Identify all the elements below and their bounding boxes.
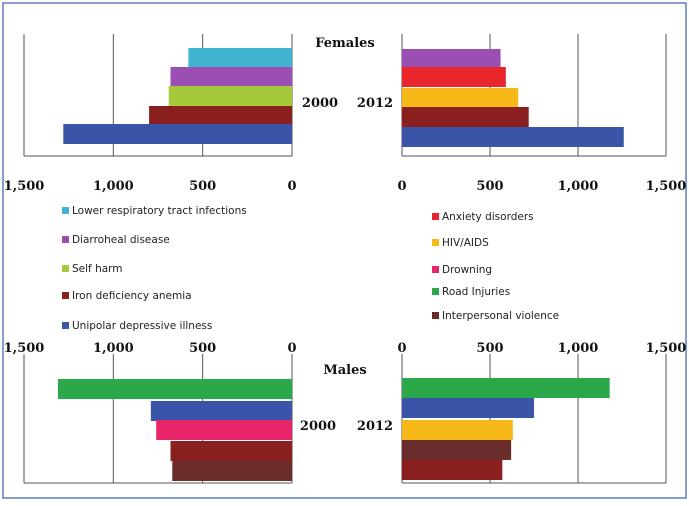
bar <box>402 107 529 127</box>
legend-label: HIV/AIDS <box>442 237 489 249</box>
legend-swatch <box>62 322 69 329</box>
bar <box>168 86 292 106</box>
x-tick-label: 500 <box>476 179 503 194</box>
legend-swatch <box>432 213 439 220</box>
year-label: 2012 <box>357 419 393 434</box>
x-tick-label: 0 <box>397 341 406 356</box>
legend-left: Lower respiratory tract infections Diarro… <box>62 205 247 332</box>
legend-item: Iron deficiency anemia <box>62 290 192 302</box>
legend-swatch <box>62 265 69 272</box>
bar <box>402 127 624 147</box>
legend-item: Interpersonal violence <box>432 310 559 322</box>
legend-item: Lower respiratory tract infections <box>62 205 247 217</box>
legend-item: Drowning <box>432 264 492 276</box>
x-tick-label: 500 <box>189 341 216 356</box>
bar <box>402 460 503 480</box>
legend-item: HIV/AIDS <box>432 237 489 249</box>
x-tick-label: 1,000 <box>558 179 599 194</box>
legend-swatch <box>432 288 439 295</box>
bar <box>402 49 501 69</box>
x-tick-label: 1,000 <box>558 341 599 356</box>
bar <box>149 106 292 126</box>
bar <box>57 379 292 399</box>
legend-swatch <box>62 207 69 214</box>
bar <box>156 420 292 440</box>
legend-label: Drowning <box>442 264 492 276</box>
frame-border <box>2 2 687 499</box>
year-label: 2000 <box>302 96 338 111</box>
bar <box>188 48 292 68</box>
panel-females-2012: 0 500 1,000 1,500 2012 <box>357 34 686 194</box>
legend-label: Anxiety disorders <box>442 211 534 223</box>
legend-label: Self harm <box>72 263 123 275</box>
panel-males-2000: 1,500 1,000 500 0 Males 2000 <box>4 341 367 484</box>
year-label: 2012 <box>357 96 393 111</box>
x-tick-label: 500 <box>476 341 503 356</box>
x-tick-label: 0 <box>287 179 296 194</box>
legend-label: Unipolar depressive illness <box>72 320 212 332</box>
legend-label: Road Injuries <box>442 286 510 298</box>
bar <box>63 124 292 144</box>
chart-panels: 1,500 1,000 500 0 Females 2000 0 500 1,000 1,500 2… <box>4 34 687 484</box>
legend-label: Iron deficiency anemia <box>72 290 192 302</box>
panel-males-2012: 0 500 1,000 1,500 2012 <box>357 341 687 484</box>
x-tick-label: 500 <box>189 179 216 194</box>
x-tick-label: 1,000 <box>93 341 134 356</box>
legend-item: Diarroheal disease <box>62 234 170 246</box>
x-tick-label: 0 <box>287 341 296 356</box>
bar <box>402 420 513 440</box>
legend-label: Diarroheal disease <box>72 234 170 246</box>
panel-females-2000: 1,500 1,000 500 0 Females 2000 <box>4 34 375 194</box>
legend-swatch <box>432 266 439 273</box>
x-tick-label: 1,500 <box>646 341 687 356</box>
legend-swatch <box>432 239 439 246</box>
legend-swatch <box>432 312 439 319</box>
legend-right: Anxiety disorders HIV/AIDS Drowning Road In… <box>432 211 559 322</box>
legend-label: Interpersonal violence <box>442 310 559 322</box>
legend-item: Road Injuries <box>432 286 510 298</box>
legend-item: Anxiety disorders <box>432 211 534 223</box>
x-tick-label: 1,000 <box>93 179 134 194</box>
x-tick-label: 1,500 <box>4 179 45 194</box>
x-tick-label: 1,500 <box>4 341 45 356</box>
x-tick-label: 0 <box>397 179 406 194</box>
legend-item: Self harm <box>62 263 123 275</box>
bar <box>402 88 519 108</box>
legend-swatch <box>62 292 69 299</box>
bar <box>402 398 534 418</box>
year-label: 2000 <box>300 419 336 434</box>
panel-title: Males <box>323 363 366 378</box>
legend-item: Unipolar depressive illness <box>62 320 212 332</box>
panel-title: Females <box>315 36 375 51</box>
bar <box>402 67 506 87</box>
bar <box>172 461 292 481</box>
bar <box>402 378 610 398</box>
bar <box>170 441 292 461</box>
legend-label: Lower respiratory tract infections <box>72 205 247 217</box>
legend-swatch <box>62 236 69 243</box>
bar <box>150 401 292 421</box>
x-tick-label: 1,500 <box>646 179 687 194</box>
bar <box>170 67 292 87</box>
bar <box>402 440 512 460</box>
